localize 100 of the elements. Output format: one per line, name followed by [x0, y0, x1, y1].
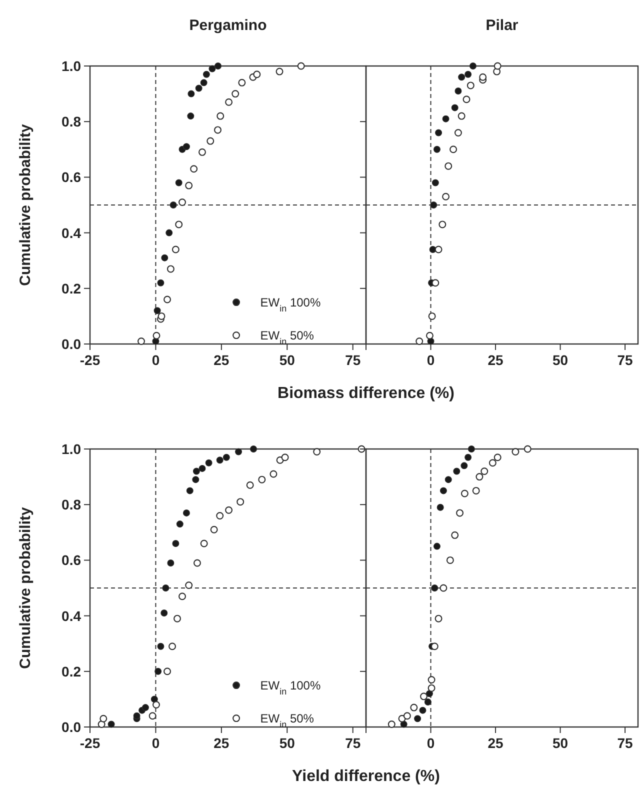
point	[193, 559, 201, 567]
point	[175, 179, 182, 186]
point	[444, 476, 452, 484]
point	[432, 179, 439, 186]
point	[466, 82, 474, 90]
x-axis-title: Biomass difference (%)	[278, 385, 454, 402]
point	[205, 459, 212, 466]
point	[426, 332, 434, 340]
point	[222, 454, 230, 461]
y-tick-label: 0.8	[62, 114, 82, 130]
point	[166, 265, 174, 273]
x-tick-label: 75	[345, 735, 361, 751]
point	[161, 254, 168, 262]
point	[166, 229, 173, 236]
point	[154, 668, 162, 675]
point	[276, 68, 284, 76]
y-tick-label: 0.0	[62, 719, 82, 735]
point	[388, 720, 396, 728]
point	[232, 90, 240, 98]
x-tick-label: 50	[279, 352, 296, 368]
y-tick-label: 0.4	[62, 608, 82, 624]
point	[424, 698, 432, 706]
point	[430, 642, 438, 650]
point	[472, 486, 480, 494]
point	[462, 96, 470, 104]
point	[512, 448, 520, 456]
point	[168, 642, 176, 650]
legend-label: EW$_{in}$ 100%	[260, 678, 321, 696]
x-tick-label: 50	[552, 735, 568, 751]
point	[246, 481, 254, 489]
point	[202, 70, 210, 78]
point	[428, 684, 436, 692]
point	[186, 487, 194, 494]
x-tick-label: -25	[80, 352, 100, 368]
point	[454, 88, 462, 95]
point	[188, 90, 195, 98]
point	[225, 506, 233, 514]
point	[174, 614, 182, 622]
x-tick-label: 50	[552, 352, 568, 368]
point	[428, 676, 436, 684]
point	[175, 220, 183, 228]
y-tick-label: 0.0	[62, 336, 82, 352]
point	[160, 610, 168, 617]
x-tick-label: 0	[152, 735, 160, 751]
point	[170, 202, 177, 208]
x-axis-title: Yield difference (%)	[292, 768, 440, 785]
y-tick-label: 0.2	[62, 663, 82, 680]
point	[428, 312, 436, 320]
point	[436, 504, 444, 511]
y-axis-title: Cumulative probability	[17, 506, 34, 669]
point	[458, 112, 466, 120]
x-tick-label: 25	[488, 352, 504, 368]
point	[435, 129, 442, 136]
x-tick-label: 0	[426, 352, 435, 368]
point	[434, 614, 442, 622]
point	[494, 62, 502, 70]
x-tick-label: 75	[345, 352, 361, 368]
point	[468, 446, 475, 452]
point	[167, 559, 174, 566]
y-axis-title: Cumulative probability	[17, 124, 34, 286]
point	[440, 487, 447, 494]
point	[195, 84, 202, 92]
point	[200, 79, 208, 86]
point	[451, 104, 458, 112]
legend-label: EW$_{in}$ 100%	[260, 295, 321, 314]
point	[258, 476, 266, 484]
x-tick-label: 75	[617, 352, 634, 368]
point	[152, 701, 160, 709]
point	[192, 468, 200, 475]
x-tick-label: 25	[214, 735, 230, 751]
point	[431, 584, 438, 592]
point	[208, 65, 216, 72]
x-tick-label: 0	[152, 352, 160, 368]
y-tick-label: 0.6	[62, 552, 82, 568]
point	[469, 62, 476, 70]
point	[440, 584, 448, 592]
point	[253, 70, 261, 78]
point	[214, 62, 222, 70]
point	[450, 146, 458, 154]
point	[414, 715, 422, 722]
point	[216, 456, 224, 464]
x-tick-label: 25	[488, 735, 504, 751]
point	[157, 279, 164, 286]
point	[225, 98, 233, 106]
point	[178, 592, 186, 600]
point	[210, 526, 218, 534]
x-tick-label: 50	[279, 735, 296, 751]
point	[142, 704, 149, 712]
point	[206, 137, 214, 145]
point	[182, 509, 190, 516]
point	[494, 454, 502, 462]
point	[434, 246, 442, 254]
point	[100, 714, 108, 722]
point	[458, 74, 466, 81]
point	[138, 337, 146, 345]
point	[250, 446, 257, 452]
y-tick-label: 1.0	[62, 58, 82, 74]
point	[172, 540, 180, 548]
point	[460, 462, 468, 470]
point	[403, 712, 411, 720]
